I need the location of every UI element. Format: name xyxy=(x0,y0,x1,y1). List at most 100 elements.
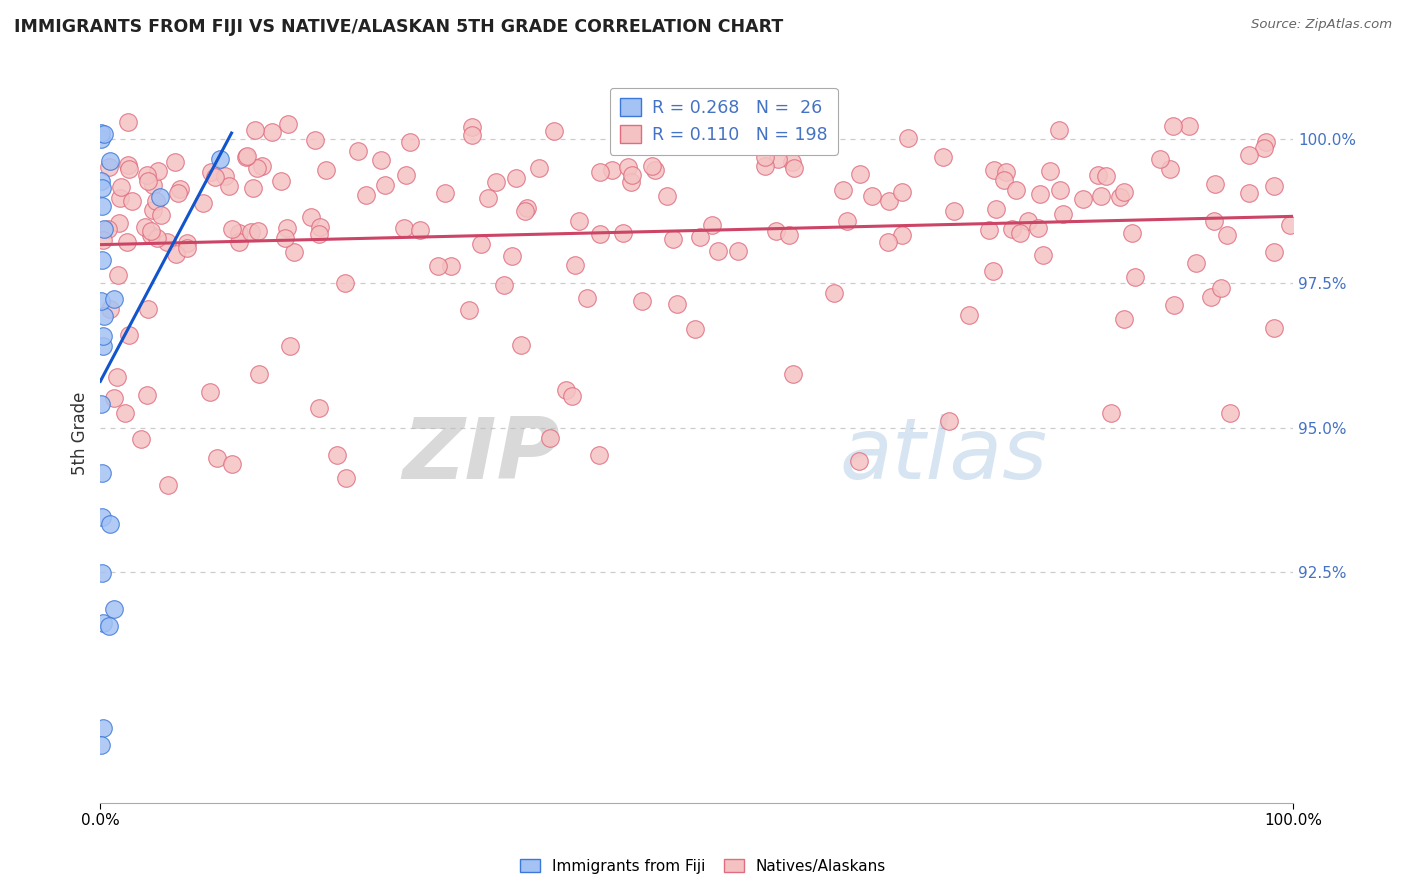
Point xyxy=(135,388,157,402)
Point xyxy=(205,451,228,466)
Point xyxy=(103,391,125,405)
Point xyxy=(700,219,723,233)
Point xyxy=(426,260,449,274)
Point xyxy=(93,127,115,141)
Point xyxy=(308,401,330,415)
Point xyxy=(335,471,357,485)
Point xyxy=(1163,298,1185,312)
Point xyxy=(1121,226,1143,240)
Point xyxy=(1204,178,1226,192)
Point xyxy=(299,210,322,224)
Point xyxy=(90,174,112,188)
Point xyxy=(93,309,115,323)
Point xyxy=(614,127,637,141)
Point xyxy=(931,151,953,165)
Point xyxy=(117,159,139,173)
Point xyxy=(527,161,550,176)
Point xyxy=(707,244,730,259)
Point xyxy=(142,202,165,217)
Point xyxy=(304,132,326,146)
Point xyxy=(689,230,711,244)
Point xyxy=(139,227,162,242)
Point xyxy=(145,194,167,208)
Point xyxy=(543,124,565,138)
Legend: R = 0.268   N =  26, R = 0.110   N = 198: R = 0.268 N = 26, R = 0.110 N = 198 xyxy=(610,87,838,154)
Point xyxy=(117,161,139,176)
Point xyxy=(91,566,114,581)
Point xyxy=(477,191,499,205)
Point xyxy=(108,191,131,205)
Point xyxy=(90,199,112,213)
Point xyxy=(90,293,112,308)
Point xyxy=(1099,406,1122,420)
Point xyxy=(262,125,284,139)
Point xyxy=(91,338,114,352)
Point xyxy=(218,179,240,194)
Point xyxy=(243,123,266,137)
Point xyxy=(957,308,980,322)
Point xyxy=(399,135,422,149)
Point xyxy=(458,302,481,317)
Point xyxy=(165,154,187,169)
Point xyxy=(90,738,112,752)
Point xyxy=(146,164,169,178)
Point xyxy=(1253,141,1275,155)
Point xyxy=(191,195,214,210)
Point xyxy=(1237,148,1260,162)
Point xyxy=(91,252,114,267)
Point xyxy=(994,165,1017,179)
Point xyxy=(409,223,432,237)
Point xyxy=(91,328,114,343)
Point xyxy=(983,162,1005,177)
Point xyxy=(169,182,191,196)
Point xyxy=(516,202,538,216)
Point xyxy=(91,180,114,194)
Point xyxy=(837,214,859,228)
Y-axis label: 5th Grade: 5th Grade xyxy=(72,392,89,475)
Point xyxy=(354,187,377,202)
Point xyxy=(90,132,112,146)
Point xyxy=(644,162,666,177)
Point xyxy=(977,223,1000,237)
Point xyxy=(588,448,610,462)
Point xyxy=(136,174,159,188)
Point xyxy=(221,458,243,472)
Point xyxy=(848,454,870,468)
Point xyxy=(136,301,159,316)
Point xyxy=(766,152,789,166)
Point xyxy=(1090,188,1112,202)
Point xyxy=(103,601,125,615)
Point xyxy=(612,226,634,240)
Point xyxy=(1263,244,1285,259)
Point xyxy=(1114,186,1136,200)
Point xyxy=(247,367,270,381)
Point xyxy=(121,194,143,208)
Point xyxy=(485,175,508,189)
Point xyxy=(250,159,273,173)
Point xyxy=(879,194,901,208)
Point xyxy=(589,165,612,179)
Point xyxy=(135,168,157,182)
Point xyxy=(1199,290,1222,304)
Point xyxy=(107,268,129,283)
Text: IMMIGRANTS FROM FIJI VS NATIVE/ALASKAN 5TH GRADE CORRELATION CHART: IMMIGRANTS FROM FIJI VS NATIVE/ALASKAN 5… xyxy=(14,18,783,36)
Point xyxy=(778,228,800,243)
Point xyxy=(1263,178,1285,193)
Point xyxy=(938,414,960,428)
Point xyxy=(228,226,250,240)
Point xyxy=(91,615,114,630)
Point xyxy=(1178,120,1201,134)
Point xyxy=(235,150,257,164)
Point xyxy=(97,221,120,235)
Point xyxy=(754,159,776,173)
Point xyxy=(1029,186,1052,201)
Point xyxy=(134,219,156,234)
Point xyxy=(308,227,330,242)
Point xyxy=(832,183,855,197)
Point xyxy=(228,235,250,249)
Point xyxy=(246,224,269,238)
Point xyxy=(993,173,1015,187)
Point xyxy=(333,276,356,290)
Point xyxy=(97,619,120,633)
Point xyxy=(780,155,803,169)
